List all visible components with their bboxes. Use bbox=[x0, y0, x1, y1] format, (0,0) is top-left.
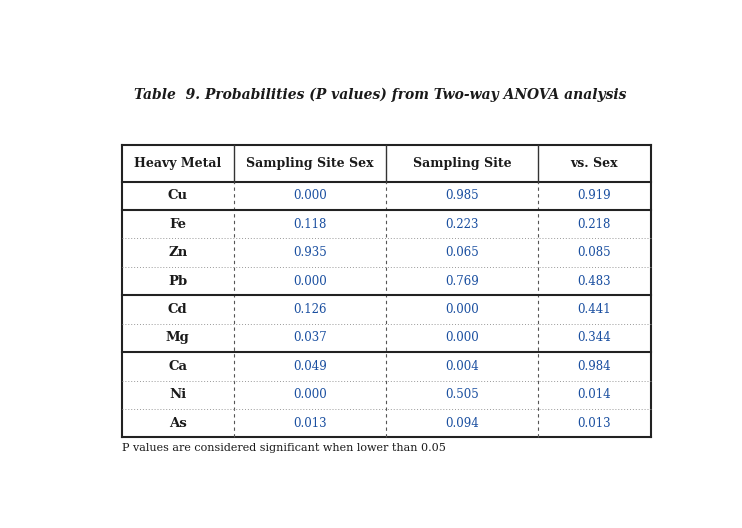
Text: Mg: Mg bbox=[166, 332, 190, 344]
Text: P values are considered significant when lower than 0.05: P values are considered significant when… bbox=[122, 444, 445, 454]
Text: 0.118: 0.118 bbox=[293, 218, 326, 231]
Text: 0.483: 0.483 bbox=[577, 275, 611, 288]
Text: 0.000: 0.000 bbox=[293, 275, 327, 288]
Text: 0.935: 0.935 bbox=[293, 246, 327, 259]
Text: 0.223: 0.223 bbox=[445, 218, 479, 231]
Text: 0.037: 0.037 bbox=[293, 332, 327, 344]
Text: Fe: Fe bbox=[169, 218, 186, 231]
Text: 0.094: 0.094 bbox=[445, 417, 479, 430]
Text: vs. Sex: vs. Sex bbox=[571, 157, 618, 169]
Text: 0.985: 0.985 bbox=[445, 190, 479, 202]
Text: 0.126: 0.126 bbox=[293, 303, 326, 316]
Text: 0.065: 0.065 bbox=[445, 246, 479, 259]
Text: Table  9. Probabilities (P values) from Two-way ANOVA analysis: Table 9. Probabilities (P values) from T… bbox=[134, 88, 626, 102]
Text: 0.013: 0.013 bbox=[293, 417, 327, 430]
Text: 0.000: 0.000 bbox=[445, 332, 479, 344]
Text: Sampling Site: Sampling Site bbox=[413, 157, 511, 169]
Text: 0.769: 0.769 bbox=[445, 275, 479, 288]
Text: 0.505: 0.505 bbox=[445, 388, 479, 401]
Text: 0.919: 0.919 bbox=[577, 190, 611, 202]
Text: 0.085: 0.085 bbox=[577, 246, 611, 259]
Text: Cu: Cu bbox=[168, 190, 188, 202]
Text: 0.013: 0.013 bbox=[577, 417, 611, 430]
Text: As: As bbox=[169, 417, 187, 430]
Text: 0.014: 0.014 bbox=[577, 388, 611, 401]
Text: 0.441: 0.441 bbox=[577, 303, 611, 316]
Text: Zn: Zn bbox=[168, 246, 188, 259]
Text: Ni: Ni bbox=[169, 388, 186, 401]
Text: 0.344: 0.344 bbox=[577, 332, 611, 344]
Text: 0.000: 0.000 bbox=[445, 303, 479, 316]
Text: 0.000: 0.000 bbox=[293, 190, 327, 202]
Text: 0.049: 0.049 bbox=[293, 360, 327, 373]
Text: Pb: Pb bbox=[168, 275, 188, 288]
Text: Ca: Ca bbox=[168, 360, 187, 373]
Text: Cd: Cd bbox=[168, 303, 188, 316]
Text: Sampling Site Sex: Sampling Site Sex bbox=[246, 157, 374, 169]
Text: 0.000: 0.000 bbox=[293, 388, 327, 401]
Text: Heavy Metal: Heavy Metal bbox=[134, 157, 221, 169]
Text: 0.218: 0.218 bbox=[577, 218, 611, 231]
Text: 0.984: 0.984 bbox=[577, 360, 611, 373]
Text: 0.004: 0.004 bbox=[445, 360, 479, 373]
